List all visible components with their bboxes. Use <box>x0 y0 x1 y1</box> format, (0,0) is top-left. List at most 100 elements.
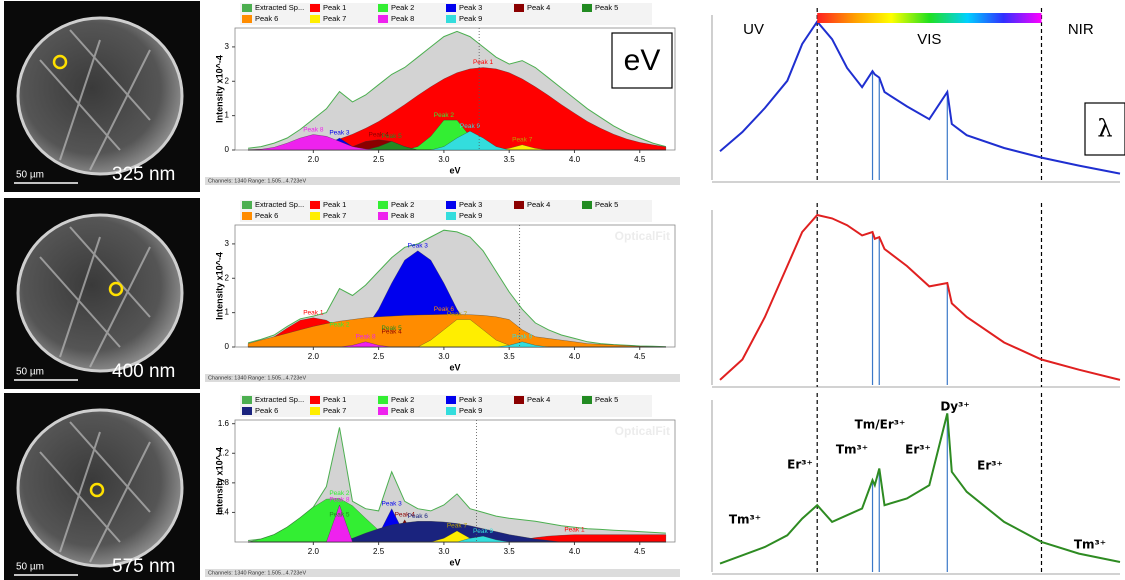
y-tick-label: 0.8 <box>218 478 230 487</box>
x-tick-label: 4.0 <box>569 352 581 361</box>
legend-swatch <box>514 4 524 12</box>
peak-label: Peak 7 <box>512 137 533 144</box>
scale-label: 50 µm <box>16 170 44 181</box>
ion-label: Er³⁺ <box>977 459 1003 473</box>
spectrum-area <box>248 230 666 347</box>
legend-label: Peak 3 <box>459 200 482 209</box>
legend-swatch <box>378 15 388 23</box>
status-text: Channels: 1340 Range: 1.505...4.723eV <box>208 178 306 184</box>
probe-spot <box>89 482 105 498</box>
legend-swatch <box>242 396 252 404</box>
legend-label: Peak 6 <box>255 406 278 415</box>
legend-label: Peak 4 <box>527 3 550 12</box>
legend-swatch <box>582 201 592 209</box>
legend-swatch <box>242 4 252 12</box>
y-tick-label: 0 <box>225 145 230 154</box>
y-axis-label: Intensity x10^-4 <box>214 55 224 123</box>
wavelength-label: 400 nm <box>112 361 175 382</box>
y-tick-label: 1 <box>225 111 230 120</box>
peak-area <box>248 535 666 543</box>
status-bar <box>205 177 680 185</box>
probe-spot <box>52 54 68 70</box>
wavelength-label: 325 nm <box>112 164 175 185</box>
scale-label: 50 µm <box>16 562 44 573</box>
unit-box-label: eV <box>624 44 661 77</box>
legend-label: Peak 9 <box>459 406 482 415</box>
legend-swatch <box>378 201 388 209</box>
legend-label: Peak 8 <box>391 211 414 220</box>
legend-swatch <box>310 201 320 209</box>
y-tick-label: 0 <box>225 342 230 351</box>
x-tick-label: 4.5 <box>634 352 646 361</box>
legend-swatch <box>514 396 524 404</box>
legend-label: Peak 1 <box>323 200 346 209</box>
peak-label: Peak 4 <box>368 131 389 138</box>
region-label: UV <box>743 21 764 38</box>
peak-label: Peak 5 <box>382 133 403 140</box>
peak-label: Peak 3 <box>408 242 429 249</box>
legend-swatch <box>446 396 456 404</box>
legend-label: Peak 2 <box>391 395 414 404</box>
x-tick-label: 2.5 <box>373 547 385 556</box>
peak-label: Peak 1 <box>473 59 494 66</box>
peak-label: Peak 9 <box>460 123 481 130</box>
peak-label: Peak 2 <box>434 112 455 119</box>
legend-label: Peak 6 <box>255 14 278 23</box>
legend-swatch <box>446 15 456 23</box>
legend-swatch <box>310 407 320 415</box>
crystal-facets <box>39 226 151 368</box>
visible-spectrum-bar <box>817 13 1042 23</box>
x-tick-label: 4.0 <box>569 155 581 164</box>
ion-label: Tm³⁺ <box>1074 538 1106 552</box>
status-bar <box>205 569 680 577</box>
unit-box <box>611 32 673 89</box>
scale-label: 50 µm <box>16 367 44 378</box>
crystal-facets <box>39 29 151 171</box>
legend-label: Extracted Sp... <box>255 395 304 404</box>
spectrum-line <box>719 19 1121 175</box>
ion-label: Er³⁺ <box>905 443 931 457</box>
legend-label: Extracted Sp... <box>255 3 304 12</box>
peak-label: Peak 7 <box>447 311 468 318</box>
status-bar <box>205 374 680 382</box>
legend-swatch <box>582 396 592 404</box>
y-tick-label: 2 <box>225 273 230 282</box>
x-tick-label: 4.0 <box>569 547 581 556</box>
legend-swatch <box>446 4 456 12</box>
peak-label: Peak 1 <box>303 310 324 317</box>
y-tick-label: 3 <box>225 239 230 248</box>
legend-label: Peak 2 <box>391 3 414 12</box>
legend-swatch <box>242 407 252 415</box>
watermark: OpticalFit <box>615 424 670 438</box>
y-tick-label: 3 <box>225 42 230 51</box>
legend-swatch <box>378 396 388 404</box>
ion-label: Tm³⁺ <box>729 513 761 527</box>
status-text: Channels: 1340 Range: 1.505...4.723eV <box>208 375 306 381</box>
peak-label: Peak 9 <box>512 334 533 341</box>
probe-spot <box>108 281 124 297</box>
x-axis-label: eV <box>449 165 460 175</box>
peak-label: Peak 9 <box>473 528 494 535</box>
x-tick-label: 3.0 <box>438 547 450 556</box>
peak-label: Peak 1 <box>564 526 585 533</box>
peak-label: Peak 2 <box>329 490 350 497</box>
peak-label: Peak 6 <box>434 306 455 313</box>
x-tick-label: 3.5 <box>504 547 516 556</box>
legend-swatch <box>446 407 456 415</box>
peak-label: Peak 3 <box>382 500 403 507</box>
peak-label: Peak 8 <box>303 126 324 133</box>
legend-label: Peak 8 <box>391 14 414 23</box>
x-tick-label: 2.5 <box>373 155 385 164</box>
legend-swatch <box>378 407 388 415</box>
spectrum-line <box>247 229 666 348</box>
legend-swatch <box>446 212 456 220</box>
watermark: OpticalFit <box>615 229 670 243</box>
legend-label: Peak 7 <box>323 211 346 220</box>
peak-label: Peak 3 <box>329 130 350 137</box>
legend-label: Peak 3 <box>459 395 482 404</box>
peak-label: Peak 4 <box>395 512 416 519</box>
peak-label: Peak 6 <box>408 513 429 520</box>
legend-label: Peak 1 <box>323 3 346 12</box>
legend-swatch <box>310 15 320 23</box>
